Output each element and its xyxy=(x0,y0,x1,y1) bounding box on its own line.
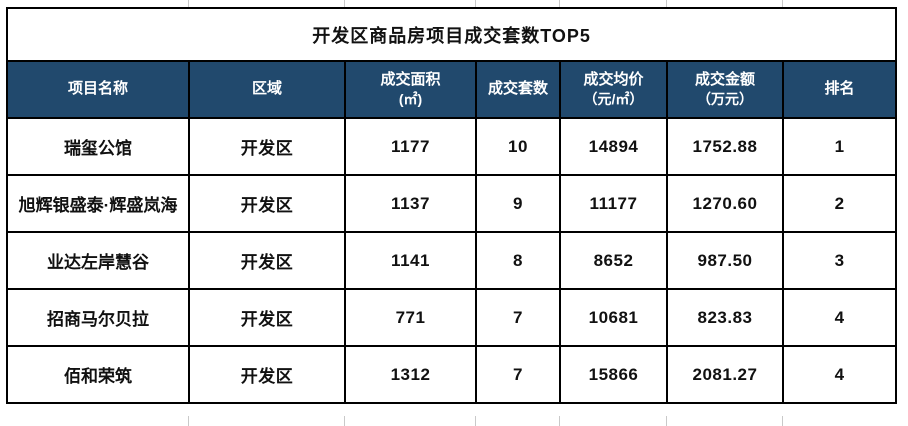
col-header-rank: 排名 xyxy=(781,60,898,119)
cell-avg-price: 11177 xyxy=(559,174,668,233)
cell-avg-price: 10681 xyxy=(559,288,668,347)
cell-area: 1141 xyxy=(344,231,477,290)
gridline-stub xyxy=(344,0,345,7)
table-row: 旭辉银盛泰·辉盛岚海 开发区 1137 9 11177 1270.60 2 xyxy=(6,174,898,233)
cell-units: 8 xyxy=(475,231,561,290)
cell-area: 771 xyxy=(344,288,477,347)
cell-amount: 823.83 xyxy=(666,288,784,347)
col-header-units: 成交套数 xyxy=(475,60,561,119)
top5-table: 开发区商品房项目成交套数TOP5 项目名称 区域 成交面积 (㎡) 成交套数 xyxy=(5,7,898,404)
gridline-stub xyxy=(666,0,667,7)
gridline-stub xyxy=(782,0,783,7)
gridline-stub xyxy=(344,416,345,426)
table-row: 招商马尔贝拉 开发区 771 7 10681 823.83 4 xyxy=(6,288,898,347)
col-header-label: 成交套数 xyxy=(487,80,548,98)
cell-project-name: 佰和荣筑 xyxy=(6,345,190,404)
col-header-sublabel: （元/㎡） xyxy=(583,91,644,108)
cell-project-name: 招商马尔贝拉 xyxy=(6,288,190,347)
cell-area: 1137 xyxy=(344,174,477,233)
col-header-avg-price: 成交均价 （元/㎡） xyxy=(559,60,668,119)
cell-avg-price: 14894 xyxy=(559,117,668,176)
table-title: 开发区商品房项目成交套数TOP5 xyxy=(5,7,898,62)
cell-avg-price: 15866 xyxy=(559,345,668,404)
cell-units: 9 xyxy=(475,174,561,233)
gridline-stub xyxy=(559,0,560,7)
col-header-project-name: 项目名称 xyxy=(6,60,190,119)
cell-region: 开发区 xyxy=(188,231,346,290)
cell-rank: 4 xyxy=(781,288,898,347)
cell-project-name: 业达左岸慧谷 xyxy=(6,231,190,290)
cell-units: 7 xyxy=(475,288,561,347)
cell-project-name: 旭辉银盛泰·辉盛岚海 xyxy=(6,174,190,233)
col-header-label: 成交金额 xyxy=(694,70,755,88)
gridline-stub xyxy=(475,0,476,7)
gridline-stub xyxy=(559,416,560,426)
col-header-sublabel: (㎡) xyxy=(398,91,423,108)
col-header-label: 项目名称 xyxy=(67,80,128,98)
table-row: 业达左岸慧谷 开发区 1141 8 8652 987.50 3 xyxy=(6,231,898,290)
cell-units: 10 xyxy=(475,117,561,176)
cell-rank: 2 xyxy=(781,174,898,233)
col-header-label: 区域 xyxy=(251,80,282,98)
cell-project-name: 瑞玺公馆 xyxy=(6,117,190,176)
table-row: 佰和荣筑 开发区 1312 7 15866 2081.27 4 xyxy=(6,345,898,404)
cell-region: 开发区 xyxy=(188,288,346,347)
col-header-amount: 成交金额 （万元） xyxy=(666,60,784,119)
cell-region: 开发区 xyxy=(188,174,346,233)
header-row: 项目名称 区域 成交面积 (㎡) 成交套数 成交均价 （元/㎡） xyxy=(6,60,898,119)
cell-rank: 1 xyxy=(781,117,898,176)
title-row: 开发区商品房项目成交套数TOP5 xyxy=(5,7,898,62)
cell-rank: 3 xyxy=(781,231,898,290)
cell-area: 1177 xyxy=(344,117,477,176)
cell-region: 开发区 xyxy=(188,345,346,404)
col-header-label: 排名 xyxy=(824,80,855,98)
col-header-area: 成交面积 (㎡) xyxy=(344,60,477,119)
gridline-stub xyxy=(782,416,783,426)
col-header-label: 成交均价 xyxy=(583,70,644,88)
gridline-stub xyxy=(666,416,667,426)
cell-rank: 4 xyxy=(781,345,898,404)
cell-units: 7 xyxy=(475,345,561,404)
cell-amount: 1752.88 xyxy=(666,117,784,176)
col-header-sublabel: （万元） xyxy=(697,91,753,108)
cell-area: 1312 xyxy=(344,345,477,404)
cell-amount: 2081.27 xyxy=(666,345,784,404)
col-header-region: 区域 xyxy=(188,60,346,119)
cell-avg-price: 8652 xyxy=(559,231,668,290)
cell-region: 开发区 xyxy=(188,117,346,176)
cell-amount: 1270.60 xyxy=(666,174,784,233)
table-row: 瑞玺公馆 开发区 1177 10 14894 1752.88 1 xyxy=(6,117,898,176)
gridline-stub xyxy=(188,0,189,7)
gridline-stub xyxy=(188,416,189,426)
col-header-label: 成交面积 xyxy=(380,70,441,88)
gridline-stub xyxy=(475,416,476,426)
cell-amount: 987.50 xyxy=(666,231,784,290)
